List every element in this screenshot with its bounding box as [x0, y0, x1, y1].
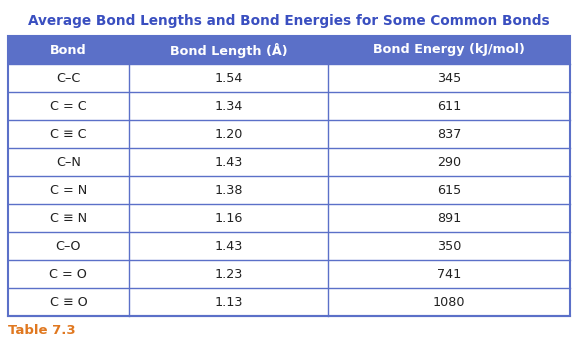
Text: 1.13: 1.13 — [214, 295, 243, 309]
Text: C ≡ O: C ≡ O — [50, 295, 87, 309]
Text: Bond Length (Å): Bond Length (Å) — [170, 42, 287, 57]
Bar — [8, 260, 570, 288]
Text: C–N: C–N — [56, 155, 81, 168]
Bar — [8, 92, 570, 120]
Text: Average Bond Lengths and Bond Energies for Some Common Bonds: Average Bond Lengths and Bond Energies f… — [28, 14, 550, 28]
Text: 1.43: 1.43 — [215, 155, 243, 168]
Text: 350: 350 — [437, 240, 462, 253]
Text: 1.23: 1.23 — [215, 268, 243, 281]
Text: C ≡ C: C ≡ C — [50, 127, 87, 140]
Text: 1.38: 1.38 — [214, 184, 243, 196]
Text: 1.54: 1.54 — [215, 72, 243, 85]
Text: 345: 345 — [437, 72, 461, 85]
Bar — [8, 64, 570, 92]
Text: 1.43: 1.43 — [215, 240, 243, 253]
Bar — [8, 36, 570, 64]
Text: C = N: C = N — [50, 184, 87, 196]
Text: 837: 837 — [437, 127, 462, 140]
Text: 741: 741 — [437, 268, 461, 281]
Text: C = C: C = C — [50, 99, 87, 113]
Bar — [8, 120, 570, 148]
Text: C ≡ N: C ≡ N — [50, 212, 87, 224]
Bar — [8, 148, 570, 176]
Text: 891: 891 — [437, 212, 461, 224]
Bar — [8, 288, 570, 316]
Text: Bond Energy (kJ/mol): Bond Energy (kJ/mol) — [373, 44, 525, 57]
Text: C–O: C–O — [55, 240, 81, 253]
Text: C = O: C = O — [50, 268, 87, 281]
Text: 1.16: 1.16 — [215, 212, 243, 224]
Bar — [8, 36, 570, 316]
Text: 290: 290 — [437, 155, 461, 168]
Text: 615: 615 — [437, 184, 461, 196]
Text: Bond: Bond — [50, 44, 87, 57]
Text: 611: 611 — [437, 99, 461, 113]
Text: C–C: C–C — [56, 72, 81, 85]
Text: 1.34: 1.34 — [215, 99, 243, 113]
Bar — [8, 204, 570, 232]
Bar — [8, 232, 570, 260]
Text: 1.20: 1.20 — [215, 127, 243, 140]
Bar — [8, 176, 570, 204]
Text: Table 7.3: Table 7.3 — [8, 324, 76, 337]
Text: 1080: 1080 — [433, 295, 466, 309]
